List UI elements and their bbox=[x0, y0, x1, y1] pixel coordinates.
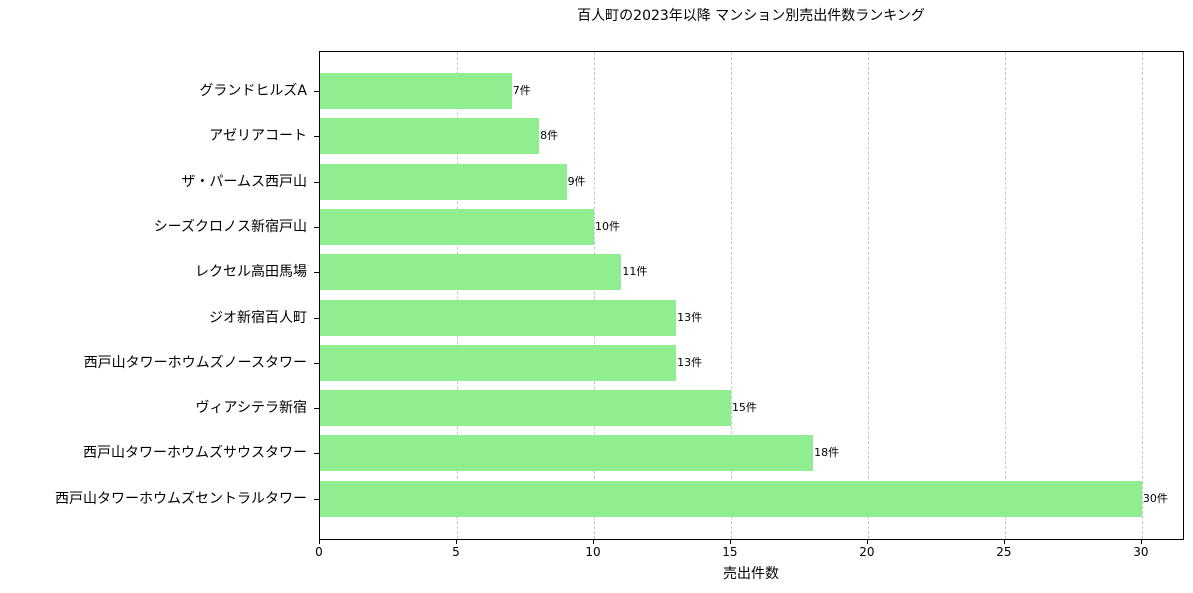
bar-value-label: 11件 bbox=[622, 265, 648, 279]
x-tick-label: 20 bbox=[859, 545, 875, 559]
bar-value-label: 8件 bbox=[540, 129, 559, 143]
bar-value-label: 13件 bbox=[677, 355, 703, 369]
bar bbox=[320, 344, 677, 381]
x-tick bbox=[592, 539, 594, 544]
bar bbox=[320, 118, 540, 155]
y-tick-label: 西戸山タワーホウムズセントラルタワー bbox=[55, 490, 307, 507]
plot-area: 7件 8件 9件 10件 11件 13件 13件 15件 18件 30件 bbox=[319, 51, 1184, 540]
y-tick bbox=[314, 181, 319, 183]
bar bbox=[320, 254, 622, 291]
y-tick-label: ヴィアシテラ新宿 bbox=[195, 400, 307, 417]
y-tick-label: 西戸山タワーホウムズサウスタワー bbox=[83, 445, 307, 462]
y-tick bbox=[314, 498, 319, 500]
bar-value-label: 9件 bbox=[567, 174, 586, 188]
bar bbox=[320, 299, 677, 336]
bar bbox=[320, 480, 1142, 517]
x-tick-label: 10 bbox=[585, 545, 601, 559]
y-tick bbox=[314, 226, 319, 228]
y-tick-label: 西戸山タワーホウムズノースタワー bbox=[83, 354, 307, 371]
bar bbox=[320, 390, 731, 427]
y-tick-label: シーズクロノス新宿戸山 bbox=[153, 218, 307, 235]
y-tick bbox=[314, 453, 319, 455]
gridline bbox=[456, 52, 458, 539]
bar bbox=[320, 435, 814, 472]
bar-value-label: 15件 bbox=[731, 401, 757, 415]
bar-value-label: 30件 bbox=[1142, 491, 1168, 505]
y-tick bbox=[314, 408, 319, 410]
gridline bbox=[730, 52, 732, 539]
y-tick bbox=[314, 317, 319, 319]
gridline bbox=[867, 52, 869, 539]
chart-title: 百人町の2023年以降 マンション別売出件数ランキング bbox=[577, 8, 925, 24]
bar bbox=[320, 163, 567, 200]
x-tick-label: 30 bbox=[1133, 545, 1149, 559]
x-tick bbox=[1140, 539, 1142, 544]
x-axis-title: 売出件数 bbox=[723, 566, 779, 582]
x-tick-label: 5 bbox=[452, 545, 460, 559]
gridline bbox=[1141, 52, 1143, 539]
y-tick-label: ザ・パームス西戸山 bbox=[181, 173, 307, 190]
y-tick bbox=[314, 136, 319, 138]
y-tick bbox=[314, 362, 319, 364]
bar-value-label: 13件 bbox=[677, 310, 703, 324]
y-tick bbox=[314, 272, 319, 274]
gridline bbox=[593, 52, 595, 539]
x-tick bbox=[1003, 539, 1005, 544]
x-tick-label: 0 bbox=[315, 545, 323, 559]
y-tick-label: ジオ新宿百人町 bbox=[209, 309, 307, 326]
x-tick bbox=[729, 539, 731, 544]
x-tick bbox=[455, 539, 457, 544]
bar bbox=[320, 208, 594, 245]
x-tick-label: 25 bbox=[996, 545, 1012, 559]
gridline bbox=[1004, 52, 1006, 539]
x-tick bbox=[866, 539, 868, 544]
y-tick bbox=[314, 91, 319, 92]
bar-value-label: 10件 bbox=[594, 219, 620, 233]
x-tick bbox=[319, 539, 320, 544]
y-tick-label: グランドヒルズA bbox=[199, 83, 307, 99]
bar-value-label: 7件 bbox=[512, 84, 531, 97]
y-tick-label: アゼリアコート bbox=[209, 128, 307, 145]
bar bbox=[320, 73, 512, 109]
x-tick-label: 15 bbox=[722, 545, 738, 559]
bar-value-label: 18件 bbox=[814, 446, 840, 460]
y-tick-label: レクセル高田馬場 bbox=[195, 264, 307, 281]
